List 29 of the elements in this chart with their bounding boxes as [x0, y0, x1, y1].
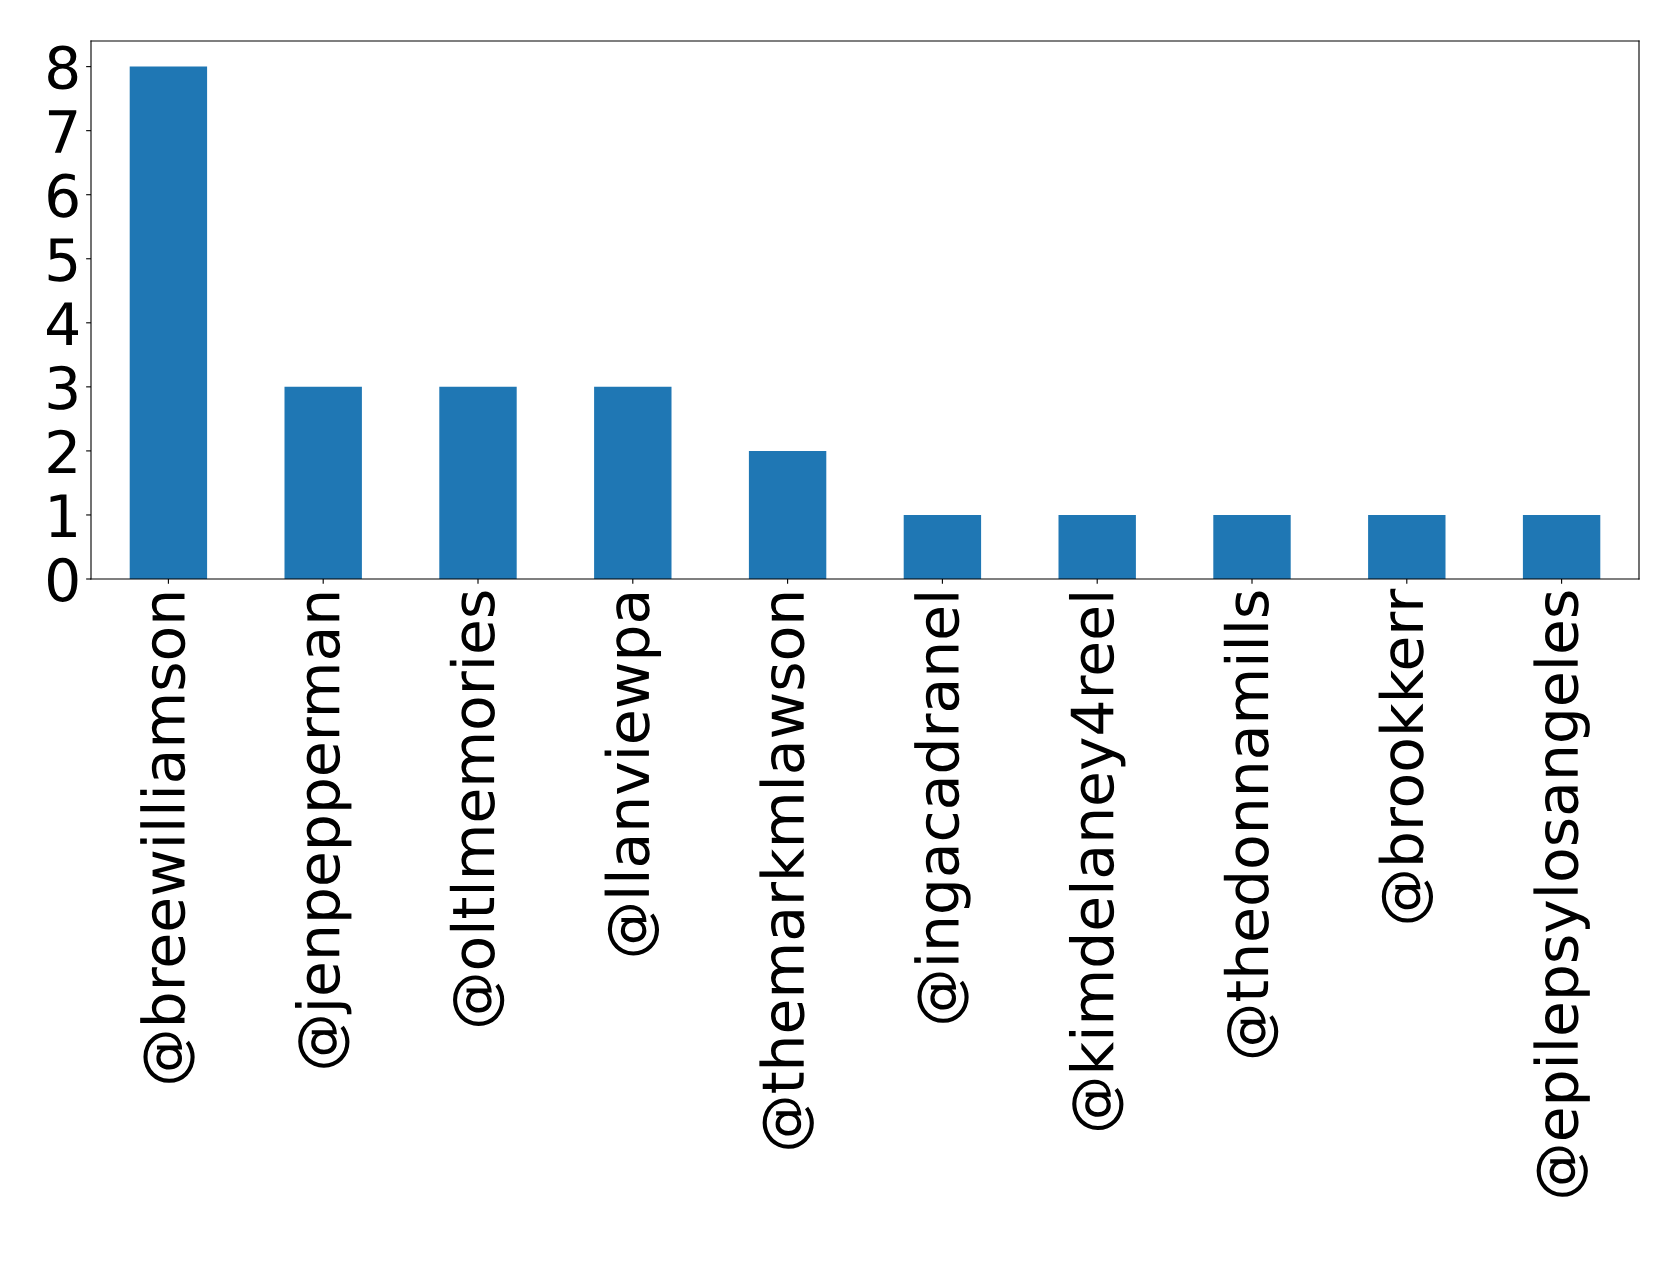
x-tick-label: @ingacadranel	[914, 594, 971, 1023]
bar	[1368, 514, 1446, 579]
y-tick-label: 3	[48, 365, 77, 410]
x-tick-label: @epilepsylosangeles	[1533, 591, 1590, 1197]
x-tick-label: @kimdelaney4reel	[1068, 594, 1126, 1131]
y-tick-label: 0	[48, 557, 78, 602]
bar	[129, 66, 208, 579]
bar	[903, 514, 982, 579]
x-tick-label: @breewilliamson	[140, 593, 195, 1083]
y-tick-label: 4	[47, 302, 79, 345]
y-tick-label: 7	[48, 110, 77, 153]
bar	[1213, 514, 1291, 579]
x-tick-label: @jenpepperman	[294, 593, 352, 1068]
x-tick-label: @brookkerr	[1378, 588, 1434, 923]
bar	[594, 386, 672, 579]
bar	[284, 386, 362, 579]
y-tick-label: 5	[48, 238, 77, 282]
y-tick-label: 2	[48, 429, 76, 474]
bar	[748, 450, 827, 579]
y-tick-label: 8	[48, 45, 78, 90]
y-tick-label: 1	[50, 494, 76, 538]
bar	[1058, 514, 1136, 579]
x-tick-label: @oltlmemories	[449, 591, 505, 1026]
bar	[1522, 514, 1601, 579]
bar	[439, 386, 517, 579]
x-tick-label: @llanviewpa	[604, 594, 662, 956]
x-tick-label: @thedonnamills	[1223, 591, 1279, 1058]
x-tick-label: @themarkmlawson	[759, 593, 814, 1149]
y-tick-label: 6	[48, 173, 78, 218]
